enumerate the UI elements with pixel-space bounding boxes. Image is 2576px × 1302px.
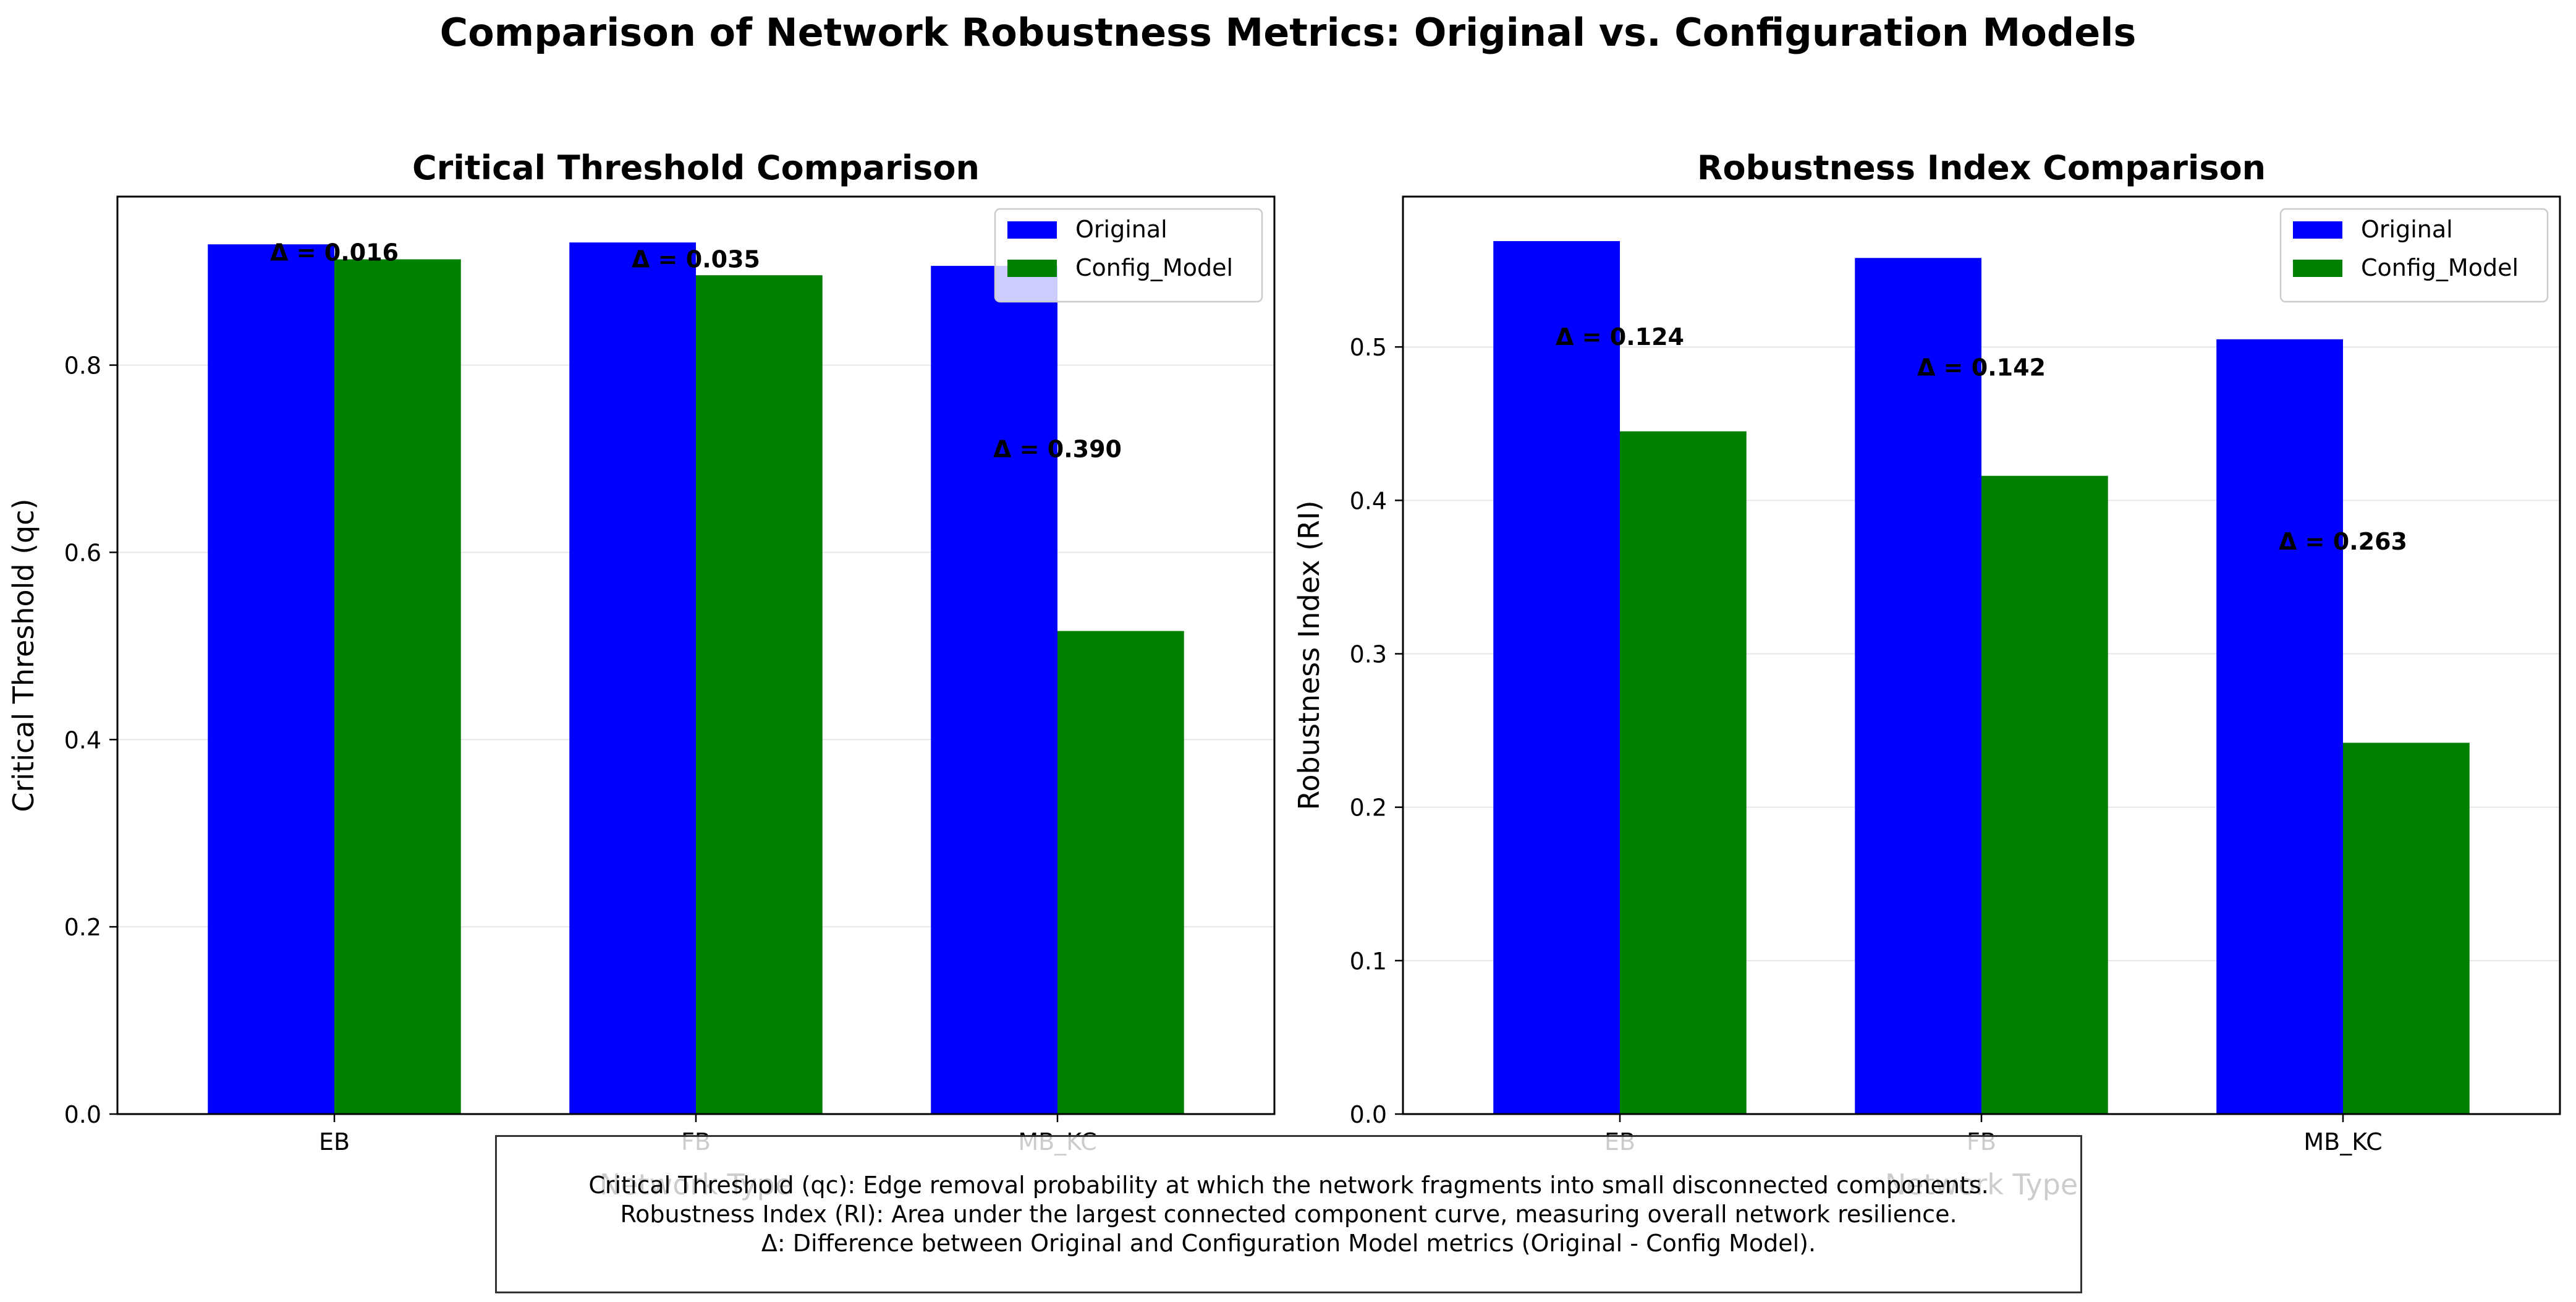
y-tick-label: 0.4: [64, 726, 101, 754]
delta-label: Δ = 0.263: [2279, 528, 2407, 555]
bar-original-eb: [1493, 240, 1620, 1114]
y-tick-label: 0.6: [64, 539, 101, 566]
bar-config_model-fb: [696, 275, 823, 1115]
delta-label: Δ = 0.390: [993, 435, 1122, 462]
axes-frame: [1402, 195, 2561, 1115]
legend-label-original: Original: [2361, 216, 2453, 243]
y-tick-label: 0.0: [1350, 1101, 1387, 1128]
y-tick-label: 0.4: [1350, 487, 1387, 514]
bar-original-mb_kc: [931, 266, 1057, 1114]
y-axis-title: Robustness Index (RI): [1292, 500, 1326, 810]
bar-config_model-eb: [1620, 431, 1747, 1115]
y-tick-label: 0.2: [1350, 794, 1387, 822]
delta-label: Δ = 0.142: [1917, 354, 2046, 381]
x-tick-label: MB_KC: [2303, 1128, 2382, 1155]
x-tick-label: EB: [319, 1128, 350, 1155]
legend-box: [2279, 208, 2549, 303]
legend-swatch-config_model: [2293, 260, 2342, 277]
y-tick-label: 0.1: [1350, 948, 1387, 975]
y-tick-label: 0.5: [1350, 334, 1387, 361]
y-tick-label: 0.8: [64, 352, 101, 380]
bar-config_model-mb_kc: [1057, 631, 1184, 1114]
delta-label: Δ = 0.035: [632, 246, 760, 273]
y-tick-label: 0.0: [64, 1101, 101, 1128]
notes-box: Critical Threshold (qc): Edge removal pr…: [495, 1135, 2082, 1293]
note-line-qc: Critical Threshold (qc): Edge removal pr…: [588, 1171, 1989, 1199]
legend-box: [994, 208, 1263, 303]
bar-original-mb_kc: [2216, 339, 2343, 1114]
bar-config_model-fb: [1981, 475, 2108, 1115]
panel-robustness-index: 0.0 0.1 0.2 0.3 0.4 0.5 Δ = 0.124 Δ = 0.142 Δ = …: [1292, 148, 2561, 1201]
legend-swatch-original: [1007, 221, 1057, 239]
y-axis-title: Critical Threshold (qc): [7, 498, 40, 812]
delta-label: Δ = 0.124: [1556, 323, 1684, 351]
note-line-ri: Robustness Index (RI): Area under the la…: [620, 1200, 1957, 1228]
panel-title: Robustness Index Comparison: [1697, 148, 2266, 187]
bar-original-eb: [208, 244, 334, 1115]
legend-swatch-original: [2293, 221, 2342, 239]
panel-title: Critical Threshold Comparison: [412, 148, 980, 187]
legend-label-original: Original: [1075, 216, 1167, 243]
legend-swatch-config_model: [1007, 260, 1057, 277]
legend-label-config_model: Config_Model: [1075, 254, 1233, 281]
delta-label: Δ = 0.016: [270, 239, 399, 266]
note-line-delta: Δ: Difference between Original and Confi…: [761, 1229, 1816, 1257]
figure-title: Comparison of Network Robustness Metrics…: [440, 10, 2137, 55]
panel-critical-threshold: 0.0 0.2 0.4 0.6 0.8 Δ = 0.016 Δ = 0.035 Δ = 0.3…: [7, 148, 1276, 1201]
bar-config_model-eb: [334, 259, 461, 1114]
y-tick-label: 0.3: [1350, 641, 1387, 668]
bar-original-fb: [569, 242, 696, 1115]
legend-label-config_model: Config_Model: [2361, 254, 2519, 281]
bar-config_model-mb_kc: [2343, 742, 2470, 1114]
y-tick-label: 0.2: [64, 914, 101, 941]
axes-frame: [116, 195, 1276, 1115]
bar-original-fb: [1855, 258, 1981, 1115]
